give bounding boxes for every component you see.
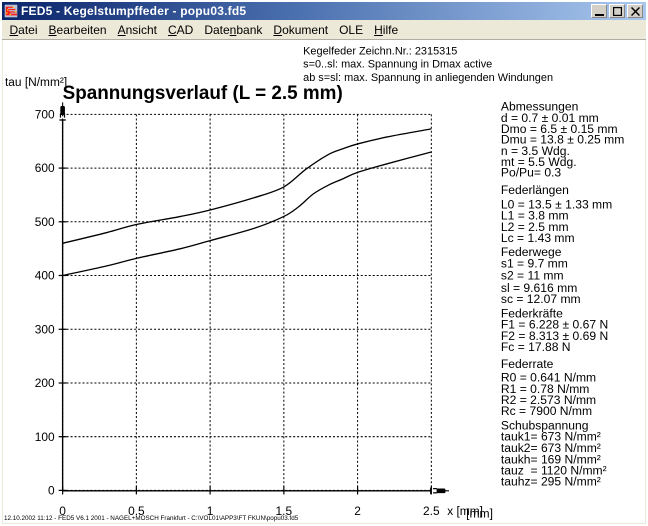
svg-text:Fc = 17.88 N: Fc = 17.88 N	[501, 340, 571, 354]
svg-text:200: 200	[35, 376, 55, 390]
svg-text:tau [N/mm²]: tau [N/mm²]	[5, 75, 67, 89]
svg-text:0: 0	[48, 483, 55, 497]
svg-text:Po/Pu= 0.3: Po/Pu= 0.3	[501, 165, 561, 179]
svg-text:400: 400	[35, 268, 55, 282]
svg-text:100: 100	[35, 430, 55, 444]
svg-text:300: 300	[35, 322, 55, 336]
svg-text:sc = 12.07 mm: sc = 12.07 mm	[501, 292, 581, 306]
svg-text:Rc = 7900 N/mm: Rc = 7900 N/mm	[501, 404, 592, 418]
svg-text:600: 600	[35, 161, 55, 175]
svg-text:tauhz= 295 N/mm²: tauhz= 295 N/mm²	[501, 475, 601, 489]
svg-text:Kegelfeder Zeichn.Nr.: 231531: Kegelfeder Zeichn.Nr.: 2315315	[303, 45, 457, 57]
svg-text:500: 500	[35, 215, 55, 229]
svg-text:Lc = 1.43 mm: Lc = 1.43 mm	[501, 231, 575, 245]
svg-text:700: 700	[35, 107, 55, 121]
svg-text:Federlängen: Federlängen	[501, 183, 569, 197]
svg-text:s=0..sl: max. Spannung in Dmax: s=0..sl: max. Spannung in Dmax active	[303, 58, 492, 70]
svg-text:Spannungsverlauf (L = 2.5 mm): Spannungsverlauf (L = 2.5 mm)	[63, 83, 343, 104]
svg-text:Federrate: Federrate	[501, 357, 554, 371]
